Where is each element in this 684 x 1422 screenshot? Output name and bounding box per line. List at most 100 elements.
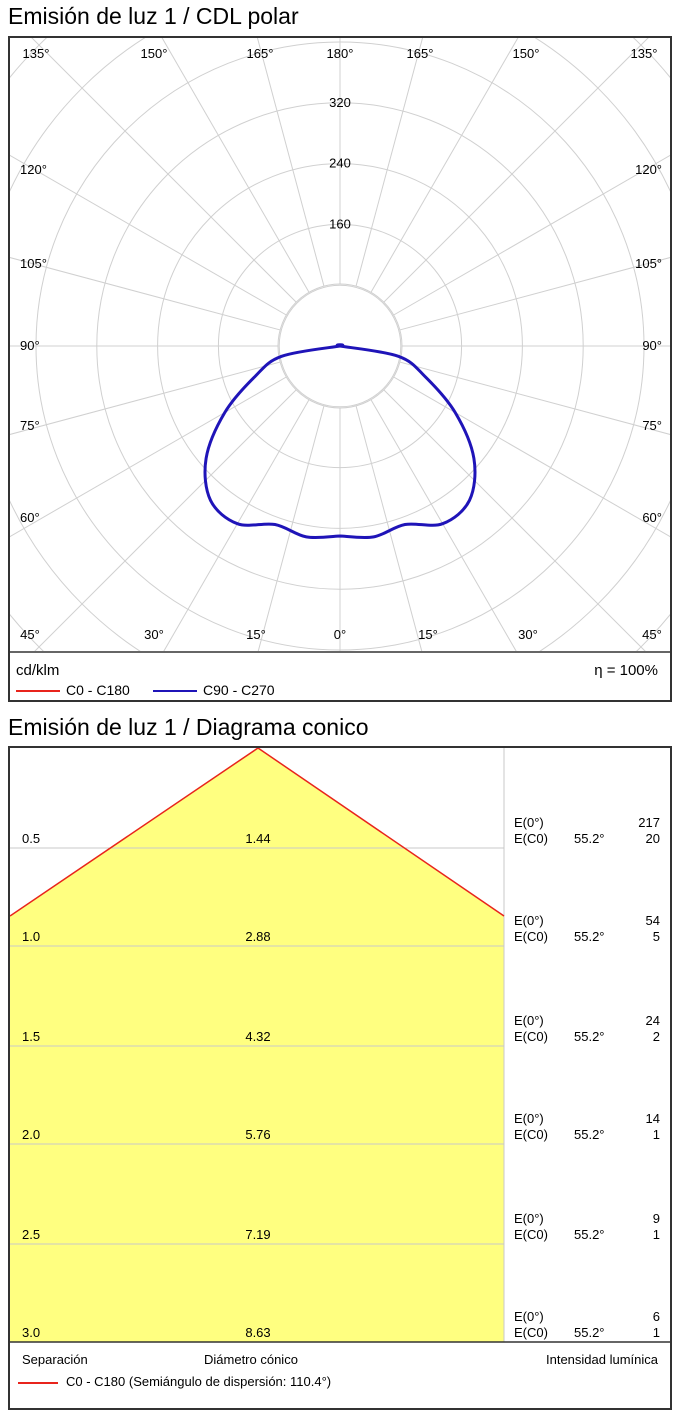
cone-e0-label: E(0°) <box>514 1211 544 1226</box>
polar-grid-spoke <box>399 361 670 435</box>
cone-legend-label: C0 - C180 (Semiángulo de dispersión: 110… <box>66 1374 332 1389</box>
polar-grid-spoke <box>31 38 297 303</box>
cone-angle-label: 55.2° <box>574 1029 605 1044</box>
polar-angle-label: 165° <box>407 46 434 61</box>
cone-ec-label: E(C0) <box>514 929 548 944</box>
cone-fill-area <box>10 748 504 1342</box>
polar-angle-label: 150° <box>141 46 168 61</box>
legend-item-c90: C90 - C270 <box>153 682 275 698</box>
polar-angle-label: 15° <box>418 627 438 642</box>
polar-angle-label: 60° <box>20 510 40 525</box>
polar-curve-c90-c270 <box>203 343 477 540</box>
polar-angle-label: 60° <box>642 510 662 525</box>
cone-e0-label: E(0°) <box>514 1013 544 1028</box>
polar-angle-label: 90° <box>642 338 662 353</box>
polar-grid-spoke <box>10 257 281 331</box>
polar-grid-spoke <box>10 154 287 316</box>
cone-edge-left <box>10 748 259 917</box>
cone-legend-swatch <box>18 1381 58 1384</box>
cone-diagram: 0.5 1.44 E(0°) 217 E(C0) 55.2° 20 1.0 2.88 E(0°) 5… <box>10 748 670 1343</box>
polar-grid-spoke <box>34 389 297 651</box>
polar-grid-spoke <box>393 154 670 316</box>
cone-distance-label: 2.5 <box>22 1227 40 1242</box>
polar-angle-label: 75° <box>20 418 40 433</box>
polar-title: Emisión de luz 1 / CDL polar <box>8 3 299 29</box>
cone-e0-value: 14 <box>646 1111 660 1126</box>
polar-grid-spoke <box>257 405 325 651</box>
polar-angle-label: 120° <box>20 162 47 177</box>
polar-grid-spoke <box>163 399 310 651</box>
cone-angle-label: 55.2° <box>574 831 605 846</box>
polar-angle-label: 15° <box>246 627 266 642</box>
polar-angle-label: 165° <box>247 46 274 61</box>
cone-ec-value: 1 <box>653 1325 660 1340</box>
polar-radial-tick-label: 240 <box>329 156 351 171</box>
polar-grid-spoke <box>256 38 325 287</box>
legend-label-c90: C90 - C270 <box>203 682 275 698</box>
polar-angle-label: 105° <box>20 256 47 271</box>
footer-diameter: Diámetro cónico <box>204 1352 298 1367</box>
cone-distance-label: 2.0 <box>22 1127 40 1142</box>
polar-grid-spoke <box>355 405 423 651</box>
cone-diameter-label: 2.88 <box>245 929 270 944</box>
cone-e0-value: 24 <box>646 1013 660 1028</box>
cone-ec-value: 5 <box>653 929 660 944</box>
cone-angle-label: 55.2° <box>574 1227 605 1242</box>
cone-e0-label: E(0°) <box>514 913 544 928</box>
polar-chart-panel: 160 240 320 135° 150° 165° 180° 165° 150° 135° 12… <box>8 36 672 702</box>
polar-angle-label: 105° <box>635 256 662 271</box>
cone-e0-value: 54 <box>646 913 660 928</box>
polar-grid-spoke <box>383 389 646 651</box>
polar-angle-label: 0° <box>334 627 346 642</box>
polar-angle-label: 45° <box>642 627 662 642</box>
cone-e0-value: 217 <box>638 815 660 830</box>
cone-ec-label: E(C0) <box>514 831 548 846</box>
polar-chart: 160 240 320 135° 150° 165° 180° 165° 150° 135° 12… <box>10 38 670 653</box>
cone-distance-label: 3.0 <box>22 1325 40 1340</box>
cone-ec-value: 2 <box>653 1029 660 1044</box>
cone-ec-value: 1 <box>653 1127 660 1142</box>
cone-ec-label: E(C0) <box>514 1227 548 1242</box>
cone-ec-value: 1 <box>653 1227 660 1242</box>
polar-angle-label: 120° <box>635 162 662 177</box>
polar-grid-spoke <box>10 361 281 435</box>
polar-angle-label: 135° <box>23 46 50 61</box>
legend-label-c0: C0 - C180 <box>66 682 130 698</box>
polar-grid-spoke <box>370 38 519 293</box>
cone-ec-label: E(C0) <box>514 1029 548 1044</box>
cone-ec-label: E(C0) <box>514 1325 548 1340</box>
polar-radial-tick-label: 160 <box>329 216 351 231</box>
cone-edge-right <box>257 748 505 917</box>
polar-grid-spoke <box>383 38 649 303</box>
polar-unit: cd/klm <box>16 662 60 679</box>
polar-angle-label: 30° <box>144 627 164 642</box>
cone-ec-label: E(C0) <box>514 1127 548 1142</box>
cone-diameter-label: 5.76 <box>245 1127 270 1142</box>
cone-e0-value: 9 <box>653 1211 660 1226</box>
polar-grid-spoke <box>393 376 670 538</box>
polar-grid-spoke <box>10 376 287 538</box>
polar-grid-spoke <box>370 399 517 651</box>
polar-grid-spoke <box>355 38 424 287</box>
polar-efficiency: η = 100% <box>594 662 658 679</box>
cone-distance-label: 1.5 <box>22 1029 40 1044</box>
cone-e0-label: E(0°) <box>514 1111 544 1126</box>
cone-angle-label: 55.2° <box>574 929 605 944</box>
cone-diagram-panel: 0.5 1.44 E(0°) 217 E(C0) 55.2° 20 1.0 2.88 E(0°) 5… <box>8 746 672 1410</box>
cone-e0-label: E(0°) <box>514 1309 544 1324</box>
cone-diameter-label: 4.32 <box>245 1029 270 1044</box>
polar-angle-label: 75° <box>642 418 662 433</box>
polar-angle-label: 135° <box>631 46 658 61</box>
polar-grid-circle <box>278 284 402 408</box>
cone-ec-value: 20 <box>646 831 660 846</box>
footer-separation: Separación <box>22 1352 88 1367</box>
cone-diameter-label: 7.19 <box>245 1227 270 1242</box>
cone-distance-label: 0.5 <box>22 831 40 846</box>
polar-grid-spoke <box>399 257 670 331</box>
cone-angle-label: 55.2° <box>574 1127 605 1142</box>
polar-angle-label: 150° <box>513 46 540 61</box>
footer-intensity: Intensidad lumínica <box>545 1352 658 1367</box>
polar-angle-label: 180° <box>327 46 354 61</box>
polar-radial-tick-label: 320 <box>329 95 351 110</box>
polar-angle-label: 30° <box>518 627 538 642</box>
